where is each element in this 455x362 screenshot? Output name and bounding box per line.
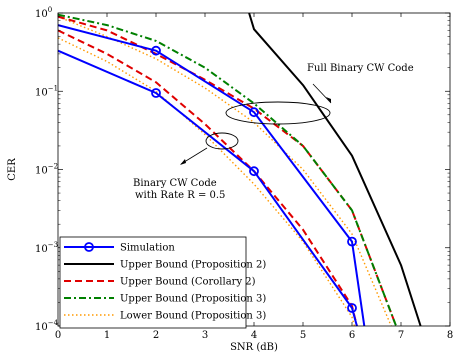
legend-label-0: Simulation [120,243,175,254]
data-point-0-0-2 [151,45,161,56]
legend: Simulation Upper Bound (Proposition 2) Upp… [59,236,266,329]
data-point-0-0-4 [249,107,259,118]
x-tick-label-7: 7 [398,330,404,341]
series-line-1-0 [248,12,422,327]
x-tick-label-6: 6 [349,330,355,341]
x-tick-label-4: 4 [251,330,257,341]
annotation-ellipse-full [225,101,331,125]
legend-label-2: Upper Bound (Corollary 2) [120,277,256,288]
x-tick-label-2: 2 [153,330,159,341]
annotation-arrowhead-full [326,97,331,103]
annotations: Full Binary CW Code Binary CW Code with … [133,63,414,201]
x-tick-label-1: 1 [104,330,110,341]
series-line-0-0 [57,24,366,327]
series-line-3-0 [57,13,398,327]
y-axis-label: CER [7,158,18,181]
annotation-arrowhead-binary [180,159,186,165]
series-line-0-1 [57,49,358,327]
y-tick-label-−2: 10−2 [35,163,58,177]
annotation-ellipse-binary [205,132,239,150]
data-point-0-1-2 [151,88,161,98]
data-point-0-1-4 [249,166,259,177]
x-tick-label-5: 5 [300,330,306,341]
x-axis-label: SNR (dB) [230,342,278,353]
annotation-arrow-full [312,83,332,104]
annotation-binary-line1: Binary CW Code [133,178,217,189]
data-point-0-1-6 [347,303,357,313]
series-line-4-1 [57,37,356,327]
y-tick-label-0: 100 [35,6,52,20]
annotation-binary-line2: with Rate R = 0.5 [135,190,225,201]
legend-label-4: Lower Bound (Proposition 3) [120,311,266,322]
y-tick-label-−4: 10−4 [35,319,59,333]
data-point-0-0-6 [347,236,357,247]
legend-label-1: Upper Bound (Proposition 2) [120,260,266,271]
x-tick-label-8: 8 [447,330,453,341]
x-tick-label-0: 0 [55,330,61,341]
y-tick-label-−3: 10−3 [35,241,58,255]
plot-markers [151,45,357,313]
x-tick-label-3: 3 [202,330,208,341]
legend-box [59,236,247,329]
annotation-full-code: Full Binary CW Code [307,63,414,74]
y-tick-label-−1: 10−1 [35,84,58,98]
legend-label-3: Upper Bound (Proposition 3) [120,294,266,305]
legend-marker-0 [84,242,94,252]
